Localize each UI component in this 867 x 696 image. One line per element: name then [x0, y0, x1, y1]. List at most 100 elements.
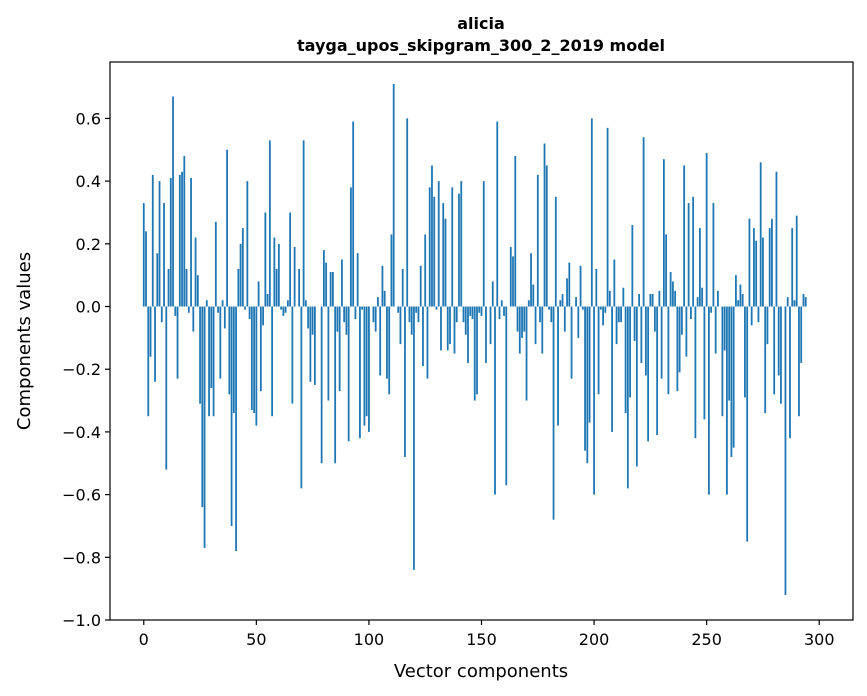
bar-component-243	[689, 306, 692, 320]
y-tick-label: 0.0	[76, 298, 101, 317]
bar-component-179	[545, 165, 548, 307]
bar-component-170	[525, 306, 528, 401]
bar-component-276	[764, 306, 767, 414]
x-tick-label: 200	[579, 630, 610, 649]
bar-component-193	[577, 306, 580, 338]
bar-component-293	[802, 293, 805, 307]
bar-component-60	[277, 243, 280, 307]
bar-component-136	[449, 306, 451, 345]
bar-component-36	[223, 306, 226, 329]
bar-component-33	[217, 306, 219, 313]
bar-component-159	[500, 300, 503, 307]
bar-component-255	[717, 290, 719, 307]
bar-component-175	[536, 174, 539, 307]
bar-component-9	[163, 203, 165, 307]
bar-component-268	[746, 306, 749, 542]
bar-component-8	[160, 306, 163, 323]
bar-component-194	[579, 265, 582, 307]
bar-component-218	[633, 306, 636, 341]
bar-component-210	[615, 306, 618, 345]
x-axis-ticks: 0 50 100 150 200 250 300	[139, 620, 835, 649]
bar-component-117	[406, 118, 409, 307]
bar-component-219	[635, 306, 638, 467]
bar-component-13	[172, 96, 174, 307]
bar-component-7	[158, 181, 161, 307]
x-tick-label: 300	[804, 630, 835, 649]
bar-component-209	[613, 259, 616, 307]
bar-component-278	[768, 228, 771, 307]
bar-component-164	[512, 256, 514, 307]
bar-component-43	[239, 243, 242, 307]
bar-component-119	[410, 306, 413, 335]
bar-component-294	[804, 297, 807, 307]
bar-component-103	[374, 306, 377, 332]
bar-component-217	[631, 225, 634, 307]
bar-component-184	[557, 306, 559, 426]
bar-component-59	[275, 268, 278, 307]
bar-component-247	[699, 228, 701, 307]
bar-component-128	[431, 165, 433, 307]
bar-component-134	[444, 218, 447, 307]
bar-component-47	[248, 306, 251, 320]
bar-component-290	[795, 215, 798, 307]
bar-component-54	[264, 212, 267, 307]
bar-component-272	[755, 240, 758, 307]
bar-component-152	[485, 306, 487, 363]
bar-component-55	[266, 293, 269, 307]
y-tick-label: −0.4	[62, 423, 101, 442]
bar-component-82	[327, 306, 330, 401]
bar-component-26	[201, 306, 204, 508]
bar-component-240	[683, 165, 686, 307]
bar-component-176	[539, 306, 541, 323]
bar-component-22	[192, 306, 195, 332]
bar-component-231	[662, 159, 665, 307]
bar-component-246	[696, 297, 699, 307]
y-tick-label: −0.2	[62, 360, 101, 379]
bar-component-17	[181, 171, 183, 307]
bar-component-227	[653, 306, 656, 332]
bar-component-92	[350, 187, 352, 307]
bar-component-233	[667, 306, 670, 395]
bar-component-213	[622, 287, 625, 307]
bar-component-3	[149, 306, 152, 357]
bar-component-250	[705, 152, 708, 307]
bar-component-192	[575, 297, 577, 307]
bar-component-281	[775, 171, 778, 307]
bar-component-171	[527, 300, 530, 307]
bar-component-94	[354, 306, 357, 320]
bar-component-198	[588, 306, 591, 423]
bar-component-168	[521, 306, 523, 338]
bar-component-157	[496, 121, 499, 307]
bar-component-182	[552, 306, 555, 520]
y-tick-label: −1.0	[62, 611, 101, 630]
bar-component-0	[142, 203, 145, 307]
bar-component-214	[624, 306, 627, 414]
bar-component-269	[748, 218, 751, 307]
y-axis-label: Components values	[14, 252, 35, 430]
bar-component-215	[626, 306, 629, 489]
bar-component-239	[680, 306, 683, 335]
bar-component-73	[307, 306, 310, 329]
bar-component-274	[759, 162, 762, 307]
bar-component-161	[505, 306, 508, 486]
bar-component-104	[377, 297, 379, 307]
bar-component-38	[228, 306, 231, 395]
bar-component-223	[644, 306, 647, 376]
bar-component-105	[379, 306, 382, 376]
bar-component-158	[498, 306, 501, 320]
bar-component-156	[494, 306, 496, 495]
bar-component-29	[208, 306, 210, 417]
bar-component-242	[687, 203, 690, 307]
bar-component-238	[678, 306, 681, 373]
bar-component-118	[408, 306, 411, 323]
bar-component-130	[435, 306, 438, 310]
bar-component-203	[599, 306, 602, 310]
bar-component-11	[167, 268, 170, 307]
bar-component-221	[640, 306, 643, 363]
bar-component-235	[671, 281, 674, 307]
bar-component-56	[268, 140, 271, 307]
bar-component-266	[741, 293, 744, 307]
bar-component-267	[744, 306, 746, 398]
bar-component-98	[363, 306, 366, 426]
bar-component-114	[399, 306, 402, 345]
